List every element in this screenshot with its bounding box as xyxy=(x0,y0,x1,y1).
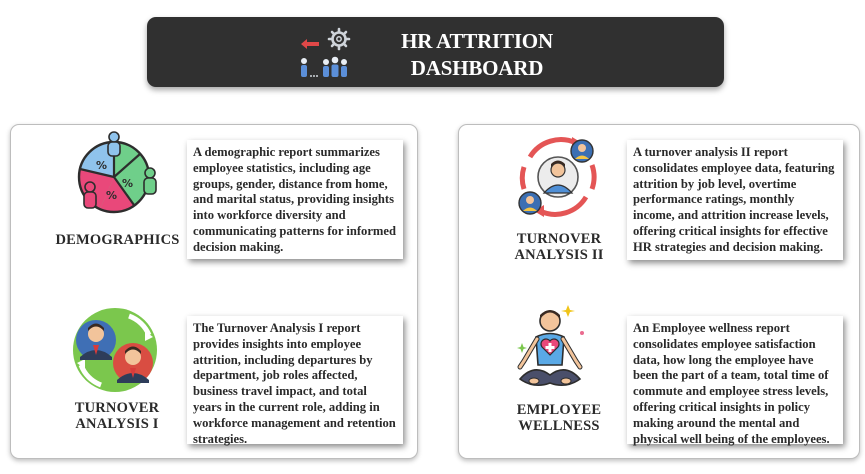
hr-team-gear-icon xyxy=(301,27,351,77)
svg-text:%: % xyxy=(96,159,107,172)
employee-wellness-label[interactable]: EMPLOYEE WELLNESS xyxy=(516,402,602,434)
dashboard-title: HR ATTRITION DASHBOARD xyxy=(401,29,553,80)
demographics-pie-people-icon: % % % xyxy=(77,131,157,214)
svg-text:%: % xyxy=(122,177,133,190)
turnover-analysis-2-description: A turnover analysis II report consolidat… xyxy=(627,140,843,260)
svg-text:%: % xyxy=(106,189,117,202)
turnover-analysis-1-label[interactable]: TURNOVER ANALYSIS I xyxy=(74,400,160,432)
employee-wellness-description: An Employee wellness report consolidates… xyxy=(627,316,843,446)
turnover-analysis-1-description: The Turnover Analysis I report provides … xyxy=(187,316,403,446)
people-cycle-icon xyxy=(518,137,597,217)
demographics-label[interactable]: DEMOGRAPHICS xyxy=(55,232,180,248)
turnover-analysis-2-label[interactable]: TURNOVER ANALYSIS II xyxy=(514,231,604,263)
people-exchange-icon xyxy=(73,308,157,392)
demographics-description: A demographic report summarizes employee… xyxy=(187,140,403,259)
meditation-wellness-icon xyxy=(517,305,584,387)
dashboard-header: HR ATTRITION DASHBOARD xyxy=(147,17,724,87)
